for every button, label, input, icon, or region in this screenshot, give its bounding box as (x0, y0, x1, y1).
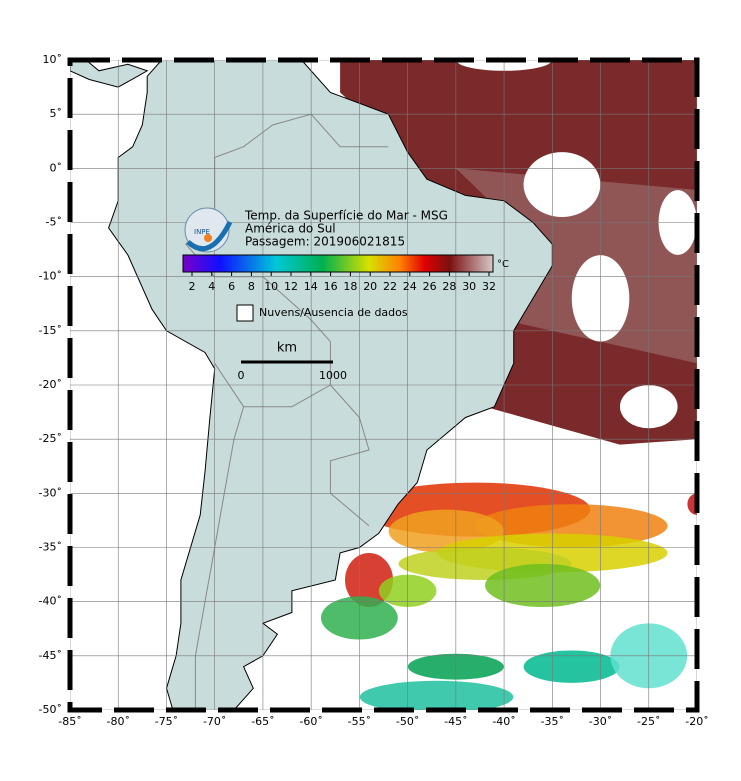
colorbar-tick-label: 22 (383, 280, 397, 293)
y-tick-label: -15˚ (39, 324, 62, 337)
sst-patch (359, 680, 514, 710)
graticule (70, 60, 697, 710)
sst-patch (523, 650, 620, 683)
scale-unit: km (277, 341, 297, 356)
y-tick-label: -25˚ (39, 432, 62, 445)
title-line: América do Sul (245, 222, 336, 236)
colorbar-tick-label: 32 (482, 280, 496, 293)
central-america (70, 60, 149, 88)
y-tick-label: -10˚ (39, 270, 62, 283)
y-tick-label: -30˚ (39, 486, 62, 499)
sst-patch (485, 563, 601, 608)
y-tick-label: -50˚ (39, 703, 62, 716)
colorbar (182, 254, 494, 273)
logo-arrow (186, 220, 233, 252)
colorbar-tick-label: 14 (304, 280, 318, 293)
colorbar-tick-label: 6 (228, 280, 235, 293)
colorbar-tick-label: 24 (403, 280, 417, 293)
colorbar-tick-label: 12 (284, 280, 298, 293)
logo-text: INPE (194, 228, 210, 236)
y-tick-label: -45˚ (39, 649, 62, 662)
y-tick-label: 5˚ (50, 107, 63, 120)
y-tick-label: -5˚ (46, 216, 62, 229)
colorbar-unit: °C (497, 259, 509, 270)
colorbar-tick-label: 26 (423, 280, 437, 293)
tick-labels: -85˚ -80˚ -75˚ -70˚ -65˚ -60˚ -55˚ -50˚ -45˚ -40˚… (39, 53, 709, 728)
colorbar-tick-label: 30 (462, 280, 476, 293)
scale-label: 0 (238, 369, 245, 382)
border (329, 384, 370, 527)
y-tick-label: 10˚ (43, 53, 63, 66)
colorbar-tick-label: 18 (343, 280, 357, 293)
cloud-gap (523, 152, 601, 217)
colorbar-tick-label: 28 (442, 280, 456, 293)
map-frame (67, 57, 700, 713)
colorbar-tick-label: 10 (264, 280, 278, 293)
y-tick-label: -35˚ (39, 541, 62, 554)
title-line: Temp. da Superfície do Mar - MSG (244, 209, 448, 223)
x-tick-label: -40˚ (492, 715, 515, 728)
x-tick-label: -30˚ (589, 715, 612, 728)
legend-swatch (236, 304, 254, 322)
x-tick-label: -50˚ (396, 715, 419, 728)
logo-sun (204, 234, 212, 242)
y-tick-label: 0˚ (50, 161, 63, 174)
x-tick-label: -75˚ (155, 715, 178, 728)
x-tick-label: -55˚ (348, 715, 371, 728)
x-tick-label: -65˚ (251, 715, 274, 728)
title-line: Passagem: 201906021815 (245, 235, 405, 249)
x-tick-label: -85˚ (58, 715, 81, 728)
colorbar-tick-label: 4 (208, 280, 215, 293)
colorbar-ticks: 2 4 6 8 10 12 14 16 18 20 22 24 26 28 30 32 (189, 272, 496, 293)
colorbar-tick-label: 20 (363, 280, 377, 293)
scale-label: 1000 (319, 369, 347, 382)
x-tick-label: -25˚ (637, 715, 660, 728)
colorbar-tick-label: 2 (189, 280, 196, 293)
y-tick-label: -20˚ (39, 378, 62, 391)
x-tick-label: -60˚ (299, 715, 322, 728)
x-tick-label: -20˚ (685, 715, 708, 728)
x-tick-label: -45˚ (444, 715, 467, 728)
y-tick-label: -40˚ (39, 595, 62, 608)
x-tick-label: -35˚ (541, 715, 564, 728)
map-area (70, 60, 697, 710)
x-tick-label: -80˚ (106, 715, 129, 728)
colorbar-tick-label: 16 (324, 280, 338, 293)
legend-label: Nuvens/Ausencia de dados (259, 306, 408, 319)
x-tick-label: -70˚ (203, 715, 226, 728)
logo: INPE (184, 207, 233, 253)
colorbar-tick-label: 8 (248, 280, 255, 293)
